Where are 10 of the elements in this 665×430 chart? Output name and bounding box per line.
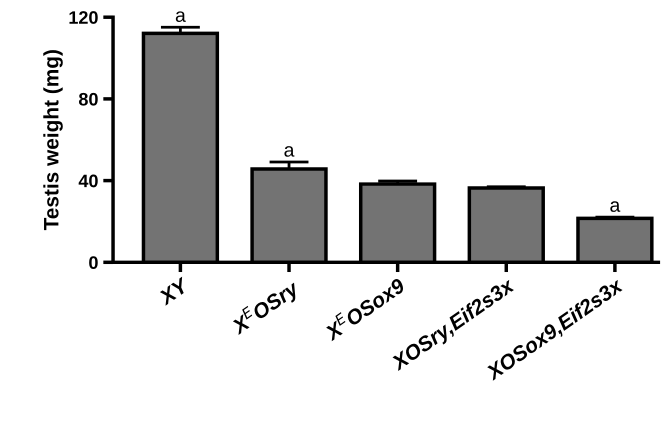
annotation: a bbox=[284, 146, 294, 157]
y-tick-label: 40 bbox=[78, 174, 98, 188]
x-tick-label: X$^{E}$OSry bbox=[228, 276, 303, 339]
y-tick-label: 0 bbox=[89, 256, 98, 270]
annotation: a bbox=[176, 11, 186, 22]
y-tick-label: 120 bbox=[69, 11, 98, 24]
annotation: a bbox=[610, 201, 620, 212]
y-tick-label: 80 bbox=[78, 92, 98, 106]
x-tick-label: XY bbox=[157, 276, 190, 306]
y-axis-title: Testis weight (mg) bbox=[43, 50, 63, 230]
